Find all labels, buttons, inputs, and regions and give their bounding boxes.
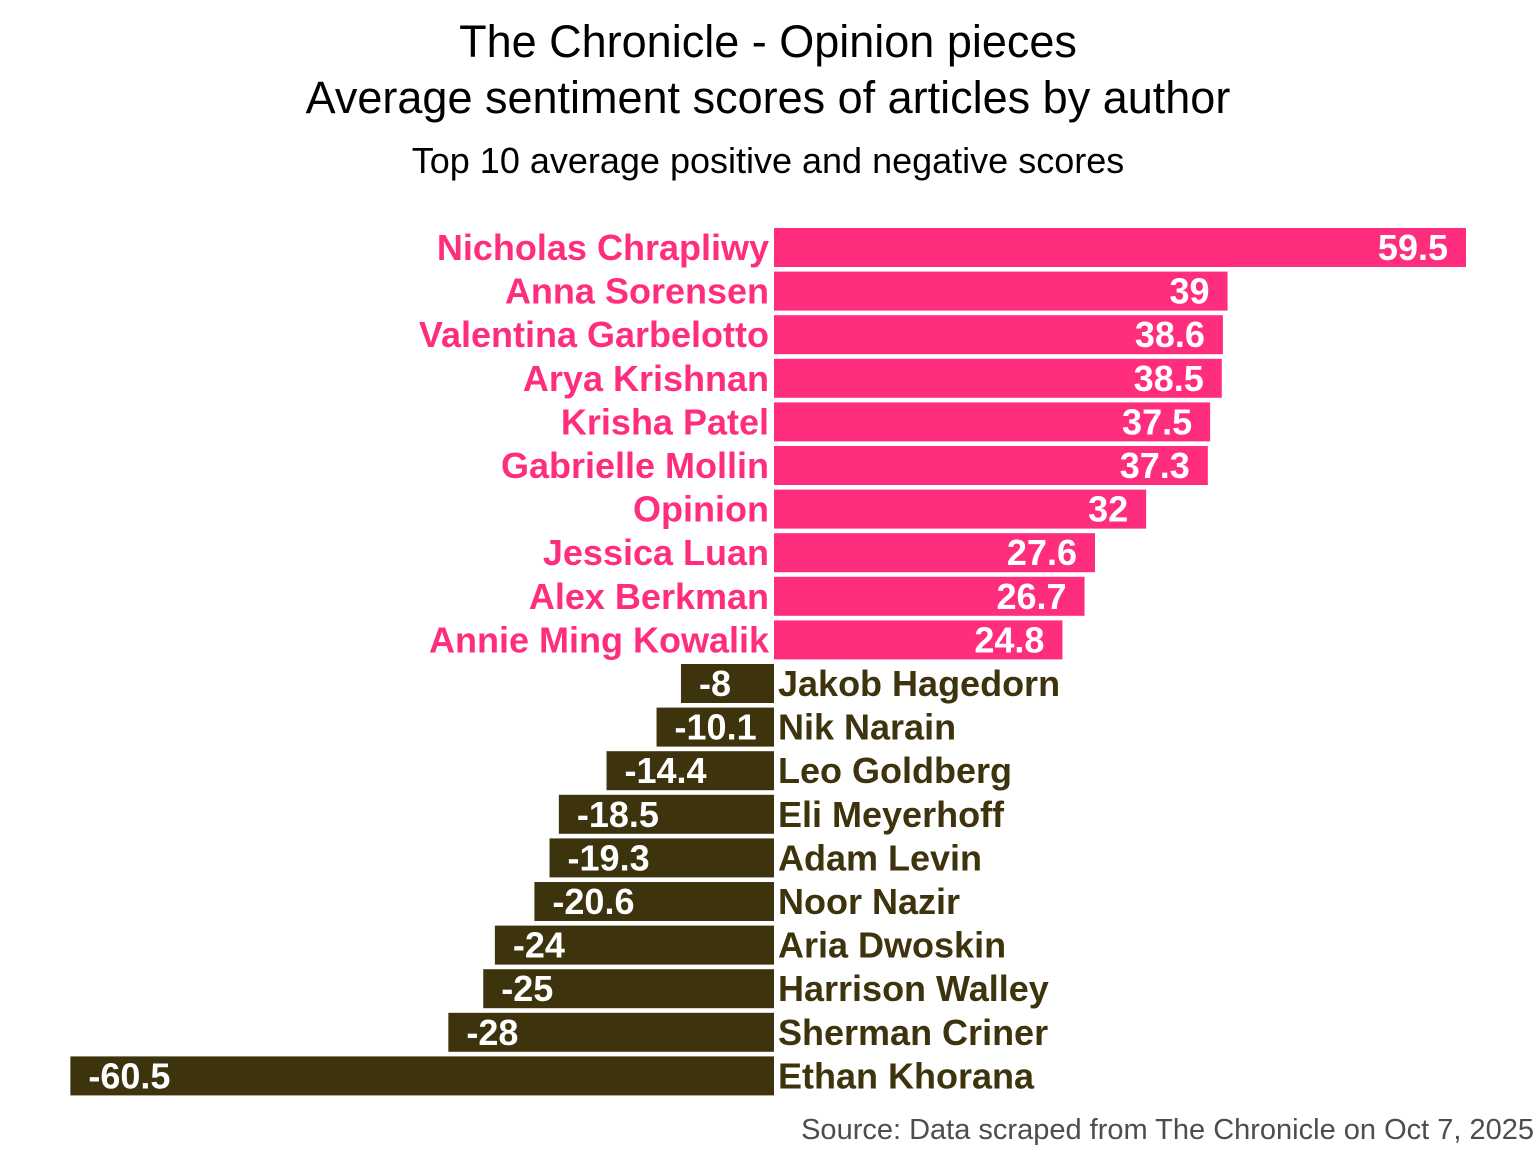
category-label: Valentina Garbelotto (419, 314, 769, 355)
category-label: Leo Goldberg (778, 750, 1012, 791)
chart-title-line-2: Average sentiment scores of articles by … (305, 72, 1231, 123)
bar (774, 620, 1063, 660)
bar (774, 315, 1223, 355)
bar (774, 228, 1466, 267)
bar-value-label: -24 (513, 925, 565, 966)
bar (774, 489, 1147, 529)
bar (774, 402, 1211, 442)
bar (448, 1012, 774, 1052)
category-label: Noor Nazir (778, 881, 960, 922)
bar-value-label: -8 (699, 663, 731, 704)
chart-subtitle: Top 10 average positive and negative sco… (411, 140, 1125, 181)
category-label: Aria Dwoskin (778, 925, 1006, 966)
bar (680, 664, 774, 703)
bar-value-label: -19.3 (568, 837, 650, 878)
source-note: Source: Data scraped from The Chronicle … (801, 1114, 1534, 1146)
bar-value-label: 38.5 (1134, 358, 1204, 399)
category-label: Sherman Criner (778, 1012, 1048, 1053)
category-label: Nicholas Chrapliwy (437, 227, 769, 268)
bar-value-label: -28 (466, 1012, 518, 1053)
bar-value-label: 32 (1088, 489, 1128, 530)
bar (774, 271, 1228, 311)
category-label: Eli Meyerhoff (778, 794, 1005, 835)
bar-value-label: 59.5 (1378, 227, 1448, 268)
category-label: Arya Krishnan (523, 358, 769, 399)
bar (774, 576, 1085, 616)
category-label: Anna Sorensen (505, 271, 769, 312)
bar (774, 533, 1095, 573)
bar (549, 838, 774, 878)
bar-value-label: -18.5 (577, 794, 659, 835)
category-label: Ethan Khorana (778, 1055, 1035, 1096)
bar (494, 925, 774, 965)
bar (774, 358, 1222, 398)
bar (70, 1056, 774, 1096)
bar-value-label: 38.6 (1135, 314, 1205, 355)
category-label: Harrison Walley (778, 968, 1049, 1009)
bar-value-label: -14.4 (625, 750, 707, 791)
chart-title-line-1: The Chronicle - Opinion pieces (459, 16, 1077, 67)
bar (483, 969, 774, 1009)
bar-value-label: 39 (1170, 271, 1210, 312)
bar (558, 794, 774, 834)
category-label: Opinion (633, 489, 769, 530)
bar-value-label: 27.6 (1007, 532, 1077, 573)
bar-value-label: -60.5 (88, 1055, 170, 1096)
category-label: Gabrielle Mollin (501, 445, 769, 486)
category-label: Jakob Hagedorn (778, 663, 1060, 704)
bar-value-label: -10.1 (675, 707, 757, 748)
category-label: Nik Narain (778, 707, 956, 748)
category-label: Jessica Luan (543, 532, 769, 573)
category-label: Alex Berkman (529, 576, 769, 617)
bar-value-label: -25 (501, 968, 553, 1009)
bar-value-label: 37.5 (1122, 401, 1192, 442)
bar (606, 751, 774, 791)
bar-value-label: -20.6 (552, 881, 634, 922)
category-label: Adam Levin (778, 837, 982, 878)
category-label: Krisha Patel (561, 401, 769, 442)
bar (534, 882, 774, 921)
bar-value-label: 37.3 (1120, 445, 1190, 486)
bar-value-label: 26.7 (996, 576, 1066, 617)
bar (656, 707, 774, 747)
category-label: Annie Ming Kowalik (429, 619, 770, 660)
bar (774, 446, 1208, 485)
bar-value-label: 24.8 (974, 619, 1044, 660)
